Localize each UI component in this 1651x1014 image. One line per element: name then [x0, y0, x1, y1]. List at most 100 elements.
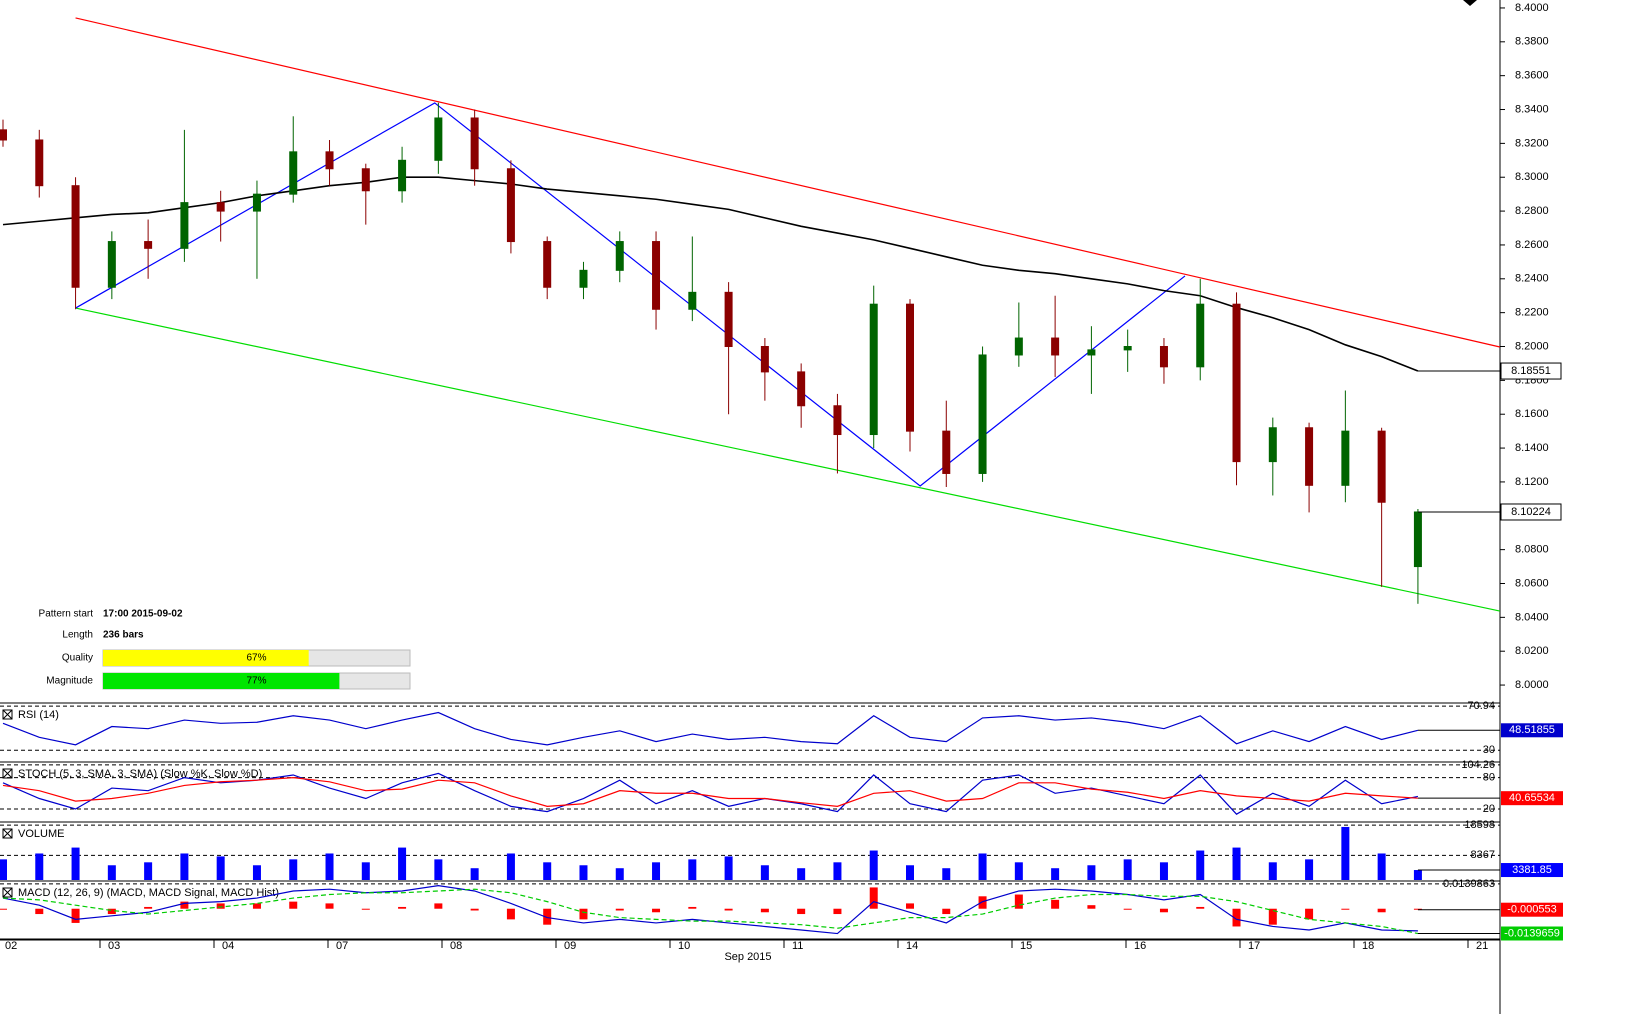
indicator-bar: [325, 903, 334, 909]
indicator-bar: [398, 906, 407, 909]
candle-body: [398, 159, 407, 192]
indicator-bar: [470, 868, 479, 880]
y-tick-label: 8.2600: [1515, 239, 1549, 251]
y-tick-label: 8.2400: [1515, 273, 1549, 285]
indicator-line: [2, 888, 1419, 935]
indicator-bar: [1087, 865, 1096, 880]
indicator-bar: [543, 908, 552, 925]
indicator-bar: [942, 908, 951, 915]
indicator-bar: [289, 901, 298, 909]
candle-body: [325, 151, 334, 170]
pane-tick-label: 30: [1483, 744, 1495, 756]
y-tick-label: 8.3600: [1515, 70, 1549, 82]
y-tick-label: 8.3400: [1515, 103, 1549, 115]
y-tick-label: 8.3800: [1515, 36, 1549, 48]
candle-body: [180, 202, 189, 249]
pattern-label: Pattern start: [39, 609, 94, 620]
indicator-bar: [1014, 894, 1023, 909]
x-tick-label: 14: [906, 940, 918, 952]
candle-body: [1377, 430, 1386, 503]
y-tick-label: 8.1400: [1515, 442, 1549, 454]
y-tick-label: 8.1600: [1515, 408, 1549, 420]
moving-average: [2, 176, 1419, 372]
candle-body: [470, 117, 479, 170]
candle-body: [978, 354, 987, 474]
candle-body: [652, 241, 661, 310]
indicator-bar: [0, 859, 7, 880]
indicator-bar: [615, 908, 624, 911]
scroll-marker: [1463, 0, 1477, 6]
close-last-value: 8.10224: [1511, 506, 1551, 518]
pane-tick-label: 0.0139863: [1443, 878, 1495, 890]
indicator-line: [2, 776, 1418, 807]
indicator-bar: [833, 908, 842, 915]
indicator-bar: [107, 865, 116, 880]
y-tick-label: 8.0200: [1515, 645, 1549, 657]
candle-body: [688, 291, 697, 310]
candle-body: [434, 117, 443, 161]
indicator-bar: [869, 887, 878, 909]
candle-body: [144, 241, 153, 249]
x-caption: Sep 2015: [724, 951, 771, 963]
candle-body: [1196, 303, 1205, 368]
candle-body: [35, 139, 44, 187]
pane-icon: [2, 887, 13, 898]
y-tick-label: 8.0400: [1515, 611, 1549, 623]
indicator-bar: [1159, 862, 1168, 880]
candle-body: [107, 241, 116, 288]
candle-body: [724, 291, 733, 348]
indicator-bar: [1305, 908, 1314, 920]
pane-icon: [2, 709, 13, 720]
candle-body: [1305, 427, 1314, 486]
y-tick-label: 8.2000: [1515, 340, 1549, 352]
indicator-bar: [506, 908, 515, 920]
pattern-label: Magnitude: [46, 676, 93, 687]
indicator-bar: [216, 903, 225, 909]
indicator-bar: [434, 859, 443, 880]
candle-body: [1232, 303, 1241, 463]
candle-body: [71, 185, 80, 288]
indicator-bar: [180, 901, 189, 909]
candle-body: [1087, 349, 1096, 356]
indicator-bar: [1051, 868, 1060, 880]
x-tick-label: 16: [1134, 940, 1146, 952]
indicator-bar: [252, 865, 261, 880]
candle-body: [543, 241, 552, 288]
pattern-label: Quality: [62, 653, 93, 664]
indicator-bar: [760, 908, 769, 913]
pane-tick-label: 104.26: [1461, 759, 1495, 771]
indicator-last-value: 40.65534: [1509, 792, 1555, 804]
indicator-bar: [1087, 905, 1096, 909]
indicator-bar: [724, 856, 733, 880]
y-tick-label: 8.2800: [1515, 205, 1549, 217]
indicator-bar: [688, 906, 697, 909]
indicator-bar: [688, 859, 697, 880]
pane-tick-label: 20: [1483, 803, 1495, 815]
pane-icon-cross: [2, 768, 13, 779]
pattern-text: 236 bars: [103, 630, 144, 641]
indicator-bar: [1341, 908, 1350, 910]
pane-tick-label: 8367: [1471, 849, 1495, 861]
indicator-bar: [1196, 850, 1205, 880]
indicator-bar: [760, 865, 769, 880]
pattern-bar: [103, 673, 340, 689]
pane-title: STOCH (5, 3, SMA, 3, SMA) (Slow %K, Slow…: [18, 768, 262, 780]
candle-body: [797, 371, 806, 407]
indicator-value-box: [1501, 791, 1563, 806]
indicator-bar: [144, 906, 153, 909]
candle-body: [1159, 346, 1168, 368]
indicator-bar: [797, 908, 806, 915]
candle-body: [289, 151, 298, 195]
indicator-bar: [1159, 908, 1168, 913]
pane-icon: [2, 828, 13, 839]
candle-body: [361, 168, 370, 192]
candle-body: [216, 202, 225, 212]
indicator-last-value: 3381.85: [1512, 864, 1552, 876]
indicator-bar: [107, 908, 116, 915]
indicator-bar: [1123, 908, 1132, 910]
indicator-value-box: [1501, 926, 1563, 941]
ma-last-value: 8.18551: [1511, 365, 1551, 377]
indicator-bar: [180, 853, 189, 880]
